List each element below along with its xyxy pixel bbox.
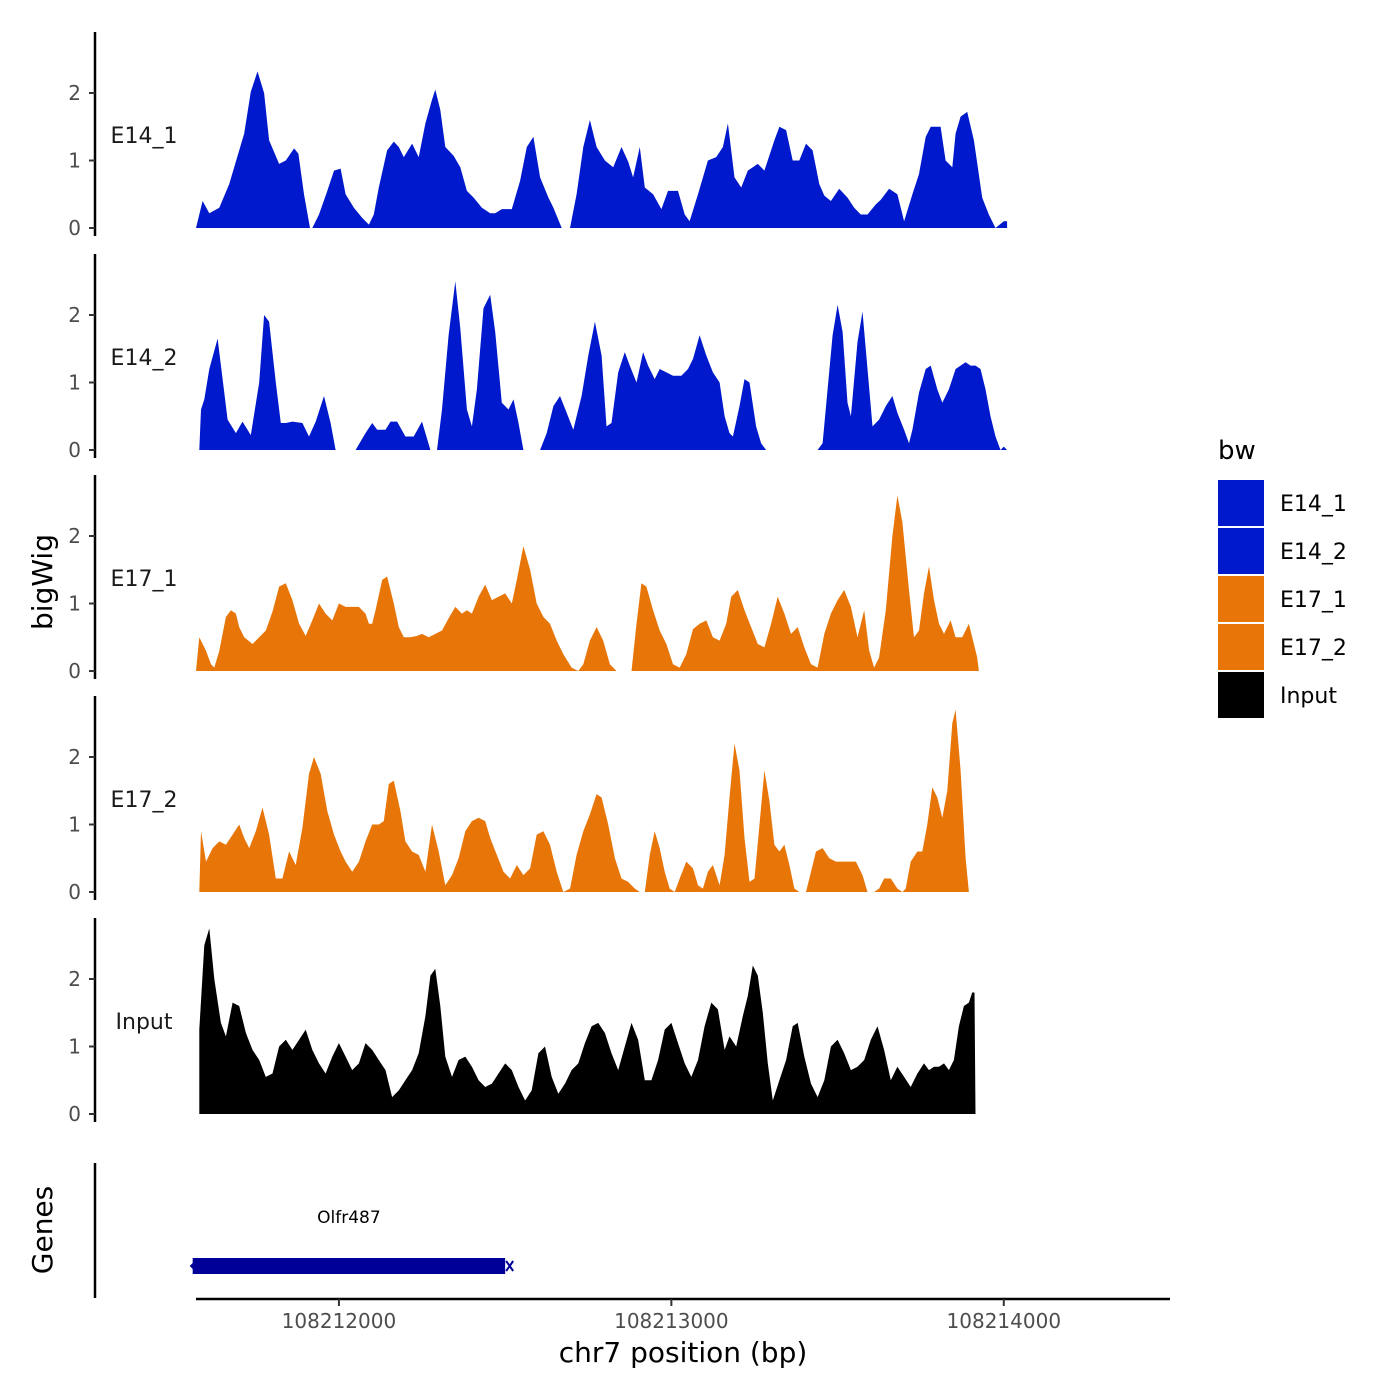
y-tick-label: 0 xyxy=(68,216,81,240)
signal-tracks: 0 1 2 E14_1 0 1 2 E14_2 0 1 2 E17_1 0 1 2 E17_2 0 1 2 Input xyxy=(68,32,1008,1126)
legend-label: E17_1 xyxy=(1280,588,1347,613)
legend-item-e17_2: E17_2 xyxy=(1218,624,1347,670)
track-label: E14_1 xyxy=(111,124,178,149)
x-axis: 108212000 108213000 108214000 chr7 positio… xyxy=(196,1297,1170,1369)
track-e17_2: 0 1 2 E17_2 xyxy=(68,696,969,904)
legend-item-e14_2: E14_2 xyxy=(1218,528,1347,574)
y-tick-label: 2 xyxy=(68,303,81,327)
y-axis-title: bigWig xyxy=(26,534,59,630)
y-tick-label: 2 xyxy=(68,967,81,991)
y-tick-label: 2 xyxy=(68,745,81,769)
y-tick-label: 0 xyxy=(68,438,81,462)
signal-area-e17_2 xyxy=(199,709,969,892)
legend-item-e14_1: E14_1 xyxy=(1218,480,1347,526)
track-label: E17_2 xyxy=(111,788,178,813)
track-label: Input xyxy=(116,1010,173,1035)
track-label: E17_1 xyxy=(111,567,178,592)
gene-start-marker xyxy=(189,1262,194,1270)
y-tick-label: 1 xyxy=(68,149,81,173)
y-tick-label: 1 xyxy=(68,813,81,837)
legend-swatch xyxy=(1218,480,1264,526)
gene-olfr487: Olfr487 xyxy=(189,1208,514,1274)
gene-body xyxy=(192,1258,506,1274)
x-tick-label: 108214000 xyxy=(947,1309,1062,1333)
legend-swatch xyxy=(1218,624,1264,670)
x-axis-title: chr7 position (bp) xyxy=(559,1336,808,1369)
y-tick-label: 2 xyxy=(68,524,81,548)
track-input: 0 1 2 Input xyxy=(68,918,976,1126)
legend-swatch xyxy=(1218,576,1264,622)
signal-area-e14_2 xyxy=(199,281,1008,450)
legend-item-e17_1: E17_1 xyxy=(1218,576,1347,622)
y-tick-label: 1 xyxy=(68,592,81,616)
legend-label: E14_1 xyxy=(1280,492,1347,517)
gene-label: Olfr487 xyxy=(317,1208,381,1228)
legend-label: E17_2 xyxy=(1280,636,1347,661)
track-e14_1: 0 1 2 E14_1 xyxy=(68,32,1008,240)
y-tick-label: 1 xyxy=(68,1035,81,1059)
x-tick-label: 108213000 xyxy=(614,1309,729,1333)
y-tick-label: 1 xyxy=(68,371,81,395)
signal-area-e14_1 xyxy=(196,71,1008,229)
legend-swatch xyxy=(1218,528,1264,574)
legend-label: E14_2 xyxy=(1280,540,1347,565)
legend-label: Input xyxy=(1280,684,1337,709)
legend-swatch xyxy=(1218,672,1264,718)
signal-area-input xyxy=(199,928,976,1114)
track-label: E14_2 xyxy=(111,346,178,371)
x-tick-label: 108212000 xyxy=(282,1309,397,1333)
y-tick-label: 2 xyxy=(68,81,81,105)
y-tick-label: 0 xyxy=(68,880,81,904)
y-tick-label: 0 xyxy=(68,659,81,683)
legend-item-input: Input xyxy=(1218,672,1337,718)
signal-area-e17_1 xyxy=(196,495,979,671)
genes-track-title: Genes xyxy=(26,1186,59,1274)
track-e14_2: 0 1 2 E14_2 xyxy=(68,254,1008,462)
genes-panel: Genes Olfr487 xyxy=(26,1163,514,1298)
gene-end-marker xyxy=(505,1260,514,1272)
track-e17_1: 0 1 2 E17_1 xyxy=(68,475,979,683)
y-tick-label: 0 xyxy=(68,1102,81,1126)
legend: bw E14_1 E14_2 E17_1 E17_2 Input xyxy=(1218,436,1347,718)
legend-title: bw xyxy=(1218,436,1256,466)
